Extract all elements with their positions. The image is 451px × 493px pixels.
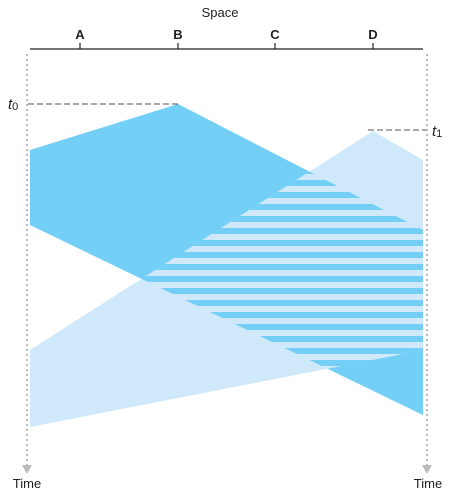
time-label-right: Time <box>414 476 442 491</box>
t0-symbol: t <box>8 96 13 113</box>
time-label-left: Time <box>13 476 41 491</box>
node-d: D <box>368 27 378 49</box>
node-label-c: C <box>270 27 280 42</box>
t1-label: t1 <box>432 123 442 140</box>
t1-subscript: 1 <box>436 128 442 140</box>
node-label-d: D <box>368 27 377 42</box>
node-label-b: B <box>173 27 182 42</box>
timeline-right-arrow <box>422 465 432 474</box>
node-a: A <box>75 27 85 49</box>
node-c: C <box>270 27 280 49</box>
t1-symbol: t <box>432 123 437 140</box>
t0-label: t0 <box>8 96 18 113</box>
node-b: B <box>173 27 183 49</box>
timeline-left-arrow <box>22 465 32 474</box>
space-label: Space <box>202 5 239 20</box>
node-label-a: A <box>75 27 85 42</box>
t0-subscript: 0 <box>12 101 18 113</box>
